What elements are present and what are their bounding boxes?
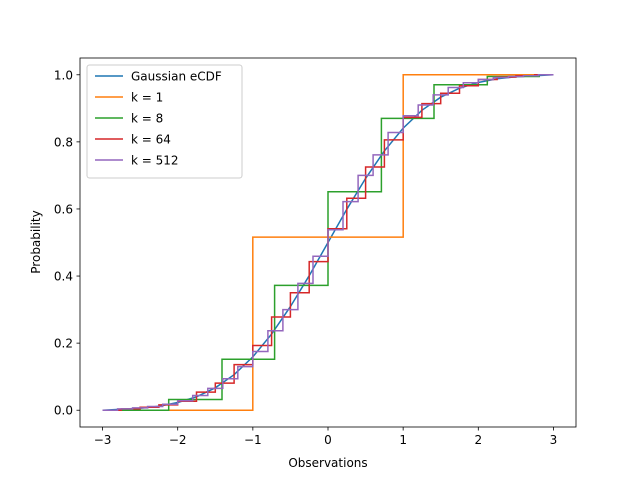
legend-entry: k = 1 [131, 91, 163, 105]
y-tick-label: 0.8 [54, 135, 73, 149]
legend-frame [86, 64, 243, 179]
legend-entry: k = 8 [131, 112, 163, 126]
x-tick-label: −2 [169, 433, 187, 447]
legend-entry: Gaussian eCDF [131, 70, 222, 84]
series-line-k-512 [102, 74, 554, 411]
y-axis-label: Probability [29, 210, 43, 273]
legend: Gaussian eCDF k = 1 k = 8 k = 64 k = 512 [86, 64, 243, 179]
x-axis-ticks: −3 −2 −1 0 1 2 3 [94, 427, 558, 447]
x-tick-label: 2 [474, 433, 482, 447]
x-tick-label: −3 [94, 433, 112, 447]
legend-entry: k = 512 [131, 154, 179, 168]
y-tick-label: 1.0 [54, 68, 73, 82]
x-tick-label: 0 [324, 433, 332, 447]
y-tick-label: 0.4 [54, 270, 73, 284]
y-axis-ticks: 0.0 0.2 0.4 0.6 0.8 1.0 [54, 68, 80, 418]
y-tick-label: 0.6 [54, 202, 73, 216]
plot-lines [102, 74, 554, 411]
x-tick-label: 3 [550, 433, 558, 447]
y-tick-label: 0.0 [54, 404, 73, 418]
x-tick-label: −1 [244, 433, 262, 447]
x-axis-label: Observations [288, 456, 367, 470]
x-tick-label: 1 [399, 433, 407, 447]
legend-entry: k = 64 [131, 133, 171, 147]
y-tick-label: 0.2 [54, 337, 73, 351]
